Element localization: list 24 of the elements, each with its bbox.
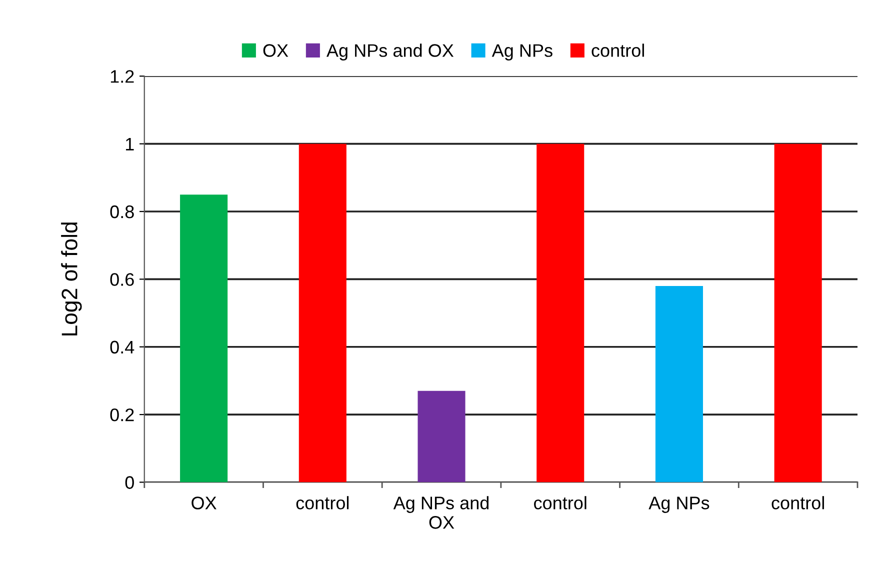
x-tick-label: control (534, 496, 586, 510)
bar (536, 144, 584, 482)
legend-label: OX (263, 44, 288, 57)
bar (298, 144, 346, 482)
bar (180, 194, 228, 482)
legend-label: Ag NPs (492, 44, 552, 60)
bar (655, 286, 703, 482)
y-tick-label: 0 (125, 476, 134, 489)
x-tick-label: control (772, 496, 824, 510)
y-tick-label: 0.8 (110, 205, 134, 218)
y-tick-label: 1 (126, 138, 134, 150)
x-tick-label: OX (192, 496, 216, 510)
x-tick-label: Ag NPs (648, 496, 710, 513)
bar (418, 390, 466, 482)
x-tick-label: control (296, 496, 349, 510)
y-tick-label: 0.2 (110, 408, 134, 422)
y-tick-label: 0.4 (110, 340, 134, 354)
y-tick-label: 0.6 (110, 273, 134, 286)
legend-label: Ag NPs and OX (326, 44, 454, 60)
legend-label: control (592, 44, 644, 57)
y-tick-label: 1.2 (110, 70, 134, 83)
x-tick-label: Ag NPs and OX (393, 496, 489, 529)
y-axis-title: Log2 of fold (61, 222, 82, 336)
bar (774, 144, 822, 482)
